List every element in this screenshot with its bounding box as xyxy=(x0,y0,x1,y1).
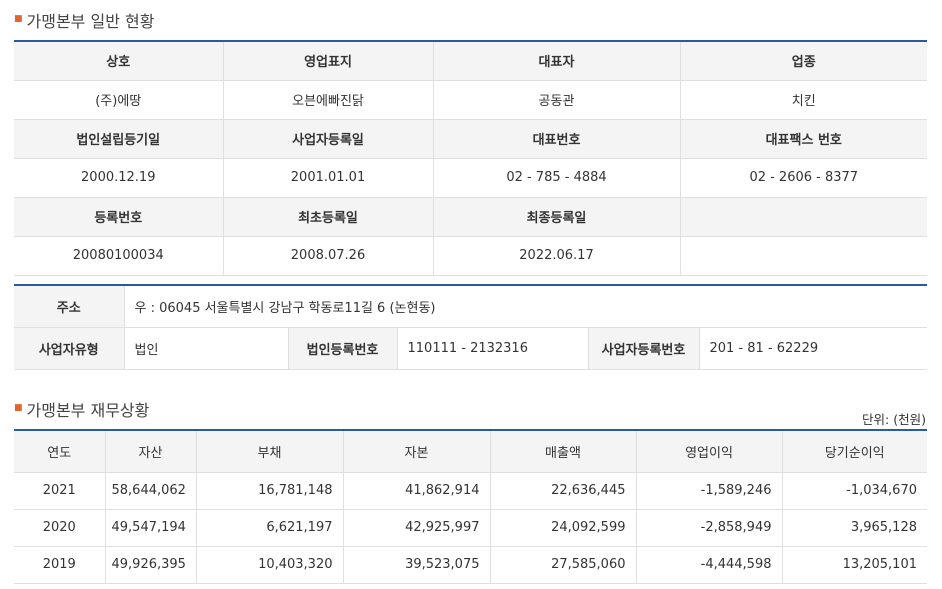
biz-reg-value: 201 - 81 - 62229 xyxy=(698,327,928,370)
finance-header-cell: 영업이익 xyxy=(635,430,782,473)
general-data-row: 20080100034 2008.07.26 2022.06.17 xyxy=(14,236,927,276)
biz-type-value: 법인 xyxy=(123,327,288,370)
finance-value-cell: 3,965,128 xyxy=(781,509,927,547)
finance-year-cell: 2019 xyxy=(14,546,105,584)
finance-value-cell: 49,547,194 xyxy=(104,509,196,547)
business-row: 사업자유형 법인 법인등록번호 110111 - 2132316 사업자등록번호… xyxy=(14,327,928,370)
finance-table: 연도 자산 부채 자본 매출액 영업이익 당기순이익 2021 58,644,062 16,781… xyxy=(14,429,927,584)
finance-title-text: 가맹본부 재무상황 xyxy=(26,401,150,420)
general-header-cell: 업종 xyxy=(679,41,927,81)
general-data-row: 2000.12.19 2001.01.01 02 - 785 - 4884 02 - … xyxy=(14,158,927,198)
general-data-cell: 오븐에빠진닭 xyxy=(222,80,433,120)
address-row: 주소 우 : 06045 서울특별시 강남구 학동로11길 6 (논현동) xyxy=(14,285,928,328)
bullet-dot-icon: ■ xyxy=(14,403,23,413)
finance-value-cell: -1,589,246 xyxy=(635,472,782,510)
general-header-cell: 등록번호 xyxy=(14,197,223,237)
unit-label: 단위: (천원) xyxy=(862,412,926,427)
general-header-cell: 대표번호 xyxy=(432,119,680,159)
finance-data-row: 2020 49,547,194 6,621,197 42,925,997 24,092,… xyxy=(14,509,927,547)
finance-section-title: ■ 가맹본부 재무상황 xyxy=(14,397,149,421)
general-data-cell: 20080100034 xyxy=(14,236,223,276)
finance-header-cell: 연도 xyxy=(14,430,105,473)
finance-year-cell: 2020 xyxy=(14,509,105,547)
finance-header-cell: 당기순이익 xyxy=(781,430,927,473)
finance-value-cell: 42,925,997 xyxy=(342,509,490,547)
finance-value-cell: -2,858,949 xyxy=(635,509,782,547)
finance-header-cell: 자산 xyxy=(104,430,196,473)
finance-value-cell: 13,205,101 xyxy=(781,546,927,584)
general-data-cell: 공동관 xyxy=(432,80,680,120)
finance-header-cell: 매출액 xyxy=(489,430,636,473)
finance-data-row: 2021 58,644,062 16,781,148 41,862,914 22,636… xyxy=(14,472,927,510)
bullet-dot-icon: ■ xyxy=(14,14,23,24)
finance-header-row: 연도 자산 부채 자본 매출액 영업이익 당기순이익 xyxy=(14,430,927,473)
general-data-cell: 2000.12.19 xyxy=(14,158,223,198)
general-header-row: 법인설립등기일 사업자등록일 대표번호 대표팩스 번호 xyxy=(14,119,927,159)
finance-value-cell: 41,862,914 xyxy=(342,472,490,510)
finance-value-cell: 16,781,148 xyxy=(195,472,343,510)
finance-value-cell: 39,523,075 xyxy=(342,546,490,584)
general-header-cell: 최초등록일 xyxy=(222,197,433,237)
general-header-cell: 상호 xyxy=(14,41,223,81)
address-value: 우 : 06045 서울특별시 강남구 학동로11길 6 (논현동) xyxy=(123,285,928,328)
general-header-cell: 사업자등록일 xyxy=(222,119,433,159)
general-data-cell xyxy=(679,236,927,276)
general-header-cell: 대표자 xyxy=(432,41,680,81)
finance-data-row: 2019 49,926,395 10,403,320 39,523,075 27,585… xyxy=(14,546,927,584)
finance-value-cell: -4,444,598 xyxy=(635,546,782,584)
finance-header-cell: 자본 xyxy=(342,430,490,473)
finance-value-cell: -1,034,670 xyxy=(781,472,927,510)
finance-value-cell: 6,621,197 xyxy=(195,509,343,547)
general-info-table: 상호 영업표지 대표자 업종 (주)에땅 오븐에빠진닭 공동관 치킨 법인설립등기일 사업자등록일… xyxy=(14,40,927,276)
general-header-row: 상호 영업표지 대표자 업종 xyxy=(14,41,927,81)
general-data-cell: 2001.01.01 xyxy=(222,158,433,198)
corp-reg-label: 법인등록번호 xyxy=(287,327,397,370)
finance-year-cell: 2021 xyxy=(14,472,105,510)
general-data-cell: 2008.07.26 xyxy=(222,236,433,276)
finance-value-cell: 27,585,060 xyxy=(489,546,636,584)
general-data-cell: 02 - 2606 - 8377 xyxy=(679,158,927,198)
general-section-title: ■ 가맹본부 일반 현황 xyxy=(14,8,154,32)
finance-value-cell: 58,644,062 xyxy=(104,472,196,510)
general-header-row: 등록번호 최초등록일 최종등록일 xyxy=(14,197,927,237)
corp-reg-value: 110111 - 2132316 xyxy=(396,327,588,370)
general-header-cell: 대표팩스 번호 xyxy=(679,119,927,159)
general-data-cell: 02 - 785 - 4884 xyxy=(432,158,680,198)
address-label: 주소 xyxy=(14,285,124,328)
finance-value-cell: 49,926,395 xyxy=(104,546,196,584)
general-data-cell: (주)에땅 xyxy=(14,80,223,120)
biz-type-label: 사업자유형 xyxy=(14,327,124,370)
registration-table: 주소 우 : 06045 서울특별시 강남구 학동로11길 6 (논현동) 사업… xyxy=(14,284,928,370)
finance-value-cell: 24,092,599 xyxy=(489,509,636,547)
general-title-text: 가맹본부 일반 현황 xyxy=(26,12,155,31)
finance-value-cell: 22,636,445 xyxy=(489,472,636,510)
general-header-cell: 법인설립등기일 xyxy=(14,119,223,159)
general-header-cell: 최종등록일 xyxy=(432,197,680,237)
finance-header-cell: 부채 xyxy=(195,430,343,473)
general-data-cell: 2022.06.17 xyxy=(432,236,680,276)
general-header-cell xyxy=(679,197,927,237)
general-header-cell: 영업표지 xyxy=(222,41,433,81)
general-data-row: (주)에땅 오븐에빠진닭 공동관 치킨 xyxy=(14,80,927,120)
biz-reg-label: 사업자등록번호 xyxy=(587,327,699,370)
general-data-cell: 치킨 xyxy=(679,80,927,120)
finance-value-cell: 10,403,320 xyxy=(195,546,343,584)
